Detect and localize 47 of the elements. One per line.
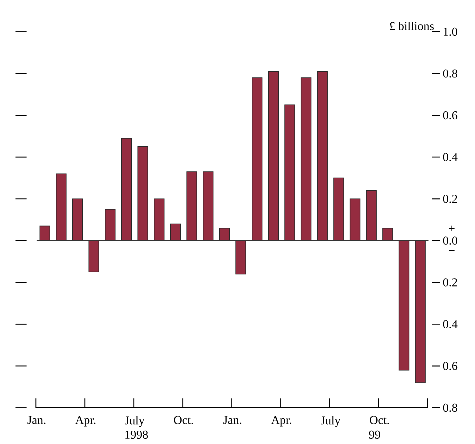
bar <box>88 240 100 273</box>
x-tick-label: Oct. <box>174 416 194 424</box>
bar <box>40 226 50 242</box>
y-tick-label: 0.4 <box>443 153 458 162</box>
y-tick-label: 1.0 <box>444 28 458 36</box>
x-tick-label: Jan. <box>224 416 242 424</box>
bar <box>415 240 426 384</box>
bar <box>317 71 328 242</box>
y-tick-label: 0.8 <box>443 404 458 412</box>
bar <box>236 240 246 275</box>
bar <box>219 228 230 242</box>
y-tick-label: 0.2 <box>443 278 458 287</box>
bar <box>398 240 410 371</box>
bar <box>350 198 361 242</box>
bar <box>334 178 344 242</box>
y-tick-label: 0.6 <box>443 362 458 370</box>
x-tick-label: Jan. <box>28 416 46 424</box>
text: 1998 <box>126 430 148 440</box>
bar <box>72 198 84 242</box>
bar <box>203 172 214 242</box>
y-tick-label: 0.4 <box>443 320 458 329</box>
text: £ billions <box>390 22 434 30</box>
text: + <box>449 226 455 232</box>
x-tick-label: July <box>125 416 145 428</box>
y-tick-label: 0.6 <box>443 111 458 120</box>
bar <box>138 146 148 242</box>
bar <box>252 78 263 242</box>
x-tick-label: Apr. <box>271 416 292 427</box>
bar <box>154 198 165 242</box>
bar <box>170 224 182 242</box>
x-tick-label: Apr. <box>76 416 96 427</box>
bar <box>105 209 116 242</box>
y-tick-label: 0.8 <box>443 70 458 78</box>
y-tick-label: 0.0 <box>443 236 458 245</box>
text: − <box>449 250 455 252</box>
bar <box>268 71 279 242</box>
bar <box>300 78 312 242</box>
bar <box>284 104 296 242</box>
bar <box>366 190 377 242</box>
bar <box>382 228 394 242</box>
x-tick-label: Oct. <box>370 416 390 424</box>
text: 99 <box>369 430 380 440</box>
y-tick-label: 0.2 <box>443 195 458 204</box>
bar <box>186 172 198 242</box>
bar <box>56 174 67 242</box>
bar <box>121 138 132 242</box>
x-tick-label: July <box>321 416 341 428</box>
